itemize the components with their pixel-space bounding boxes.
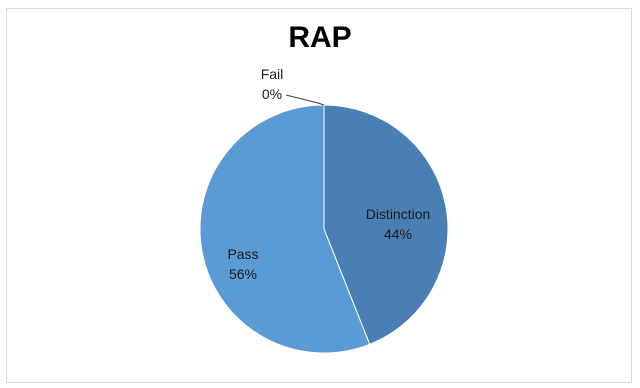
chart-title: RAP (288, 21, 352, 54)
pie-slices (199, 104, 449, 354)
slice-value-distinction: 44% (384, 226, 412, 242)
slice-label-distinction: Distinction (366, 206, 431, 222)
leader-line-fail (285, 94, 325, 106)
slice-labels: Distinction 44% Pass 56% Fail 0% (227, 66, 430, 282)
slice-label-fail: Fail (261, 66, 284, 82)
leader-lines (285, 94, 325, 106)
slice-value-pass: 56% (229, 266, 257, 282)
slice-label-pass: Pass (227, 246, 258, 262)
slice-value-fail: 0% (262, 86, 282, 102)
pie-slice-pass (199, 104, 371, 354)
pie-slice-distinction (323, 104, 449, 345)
